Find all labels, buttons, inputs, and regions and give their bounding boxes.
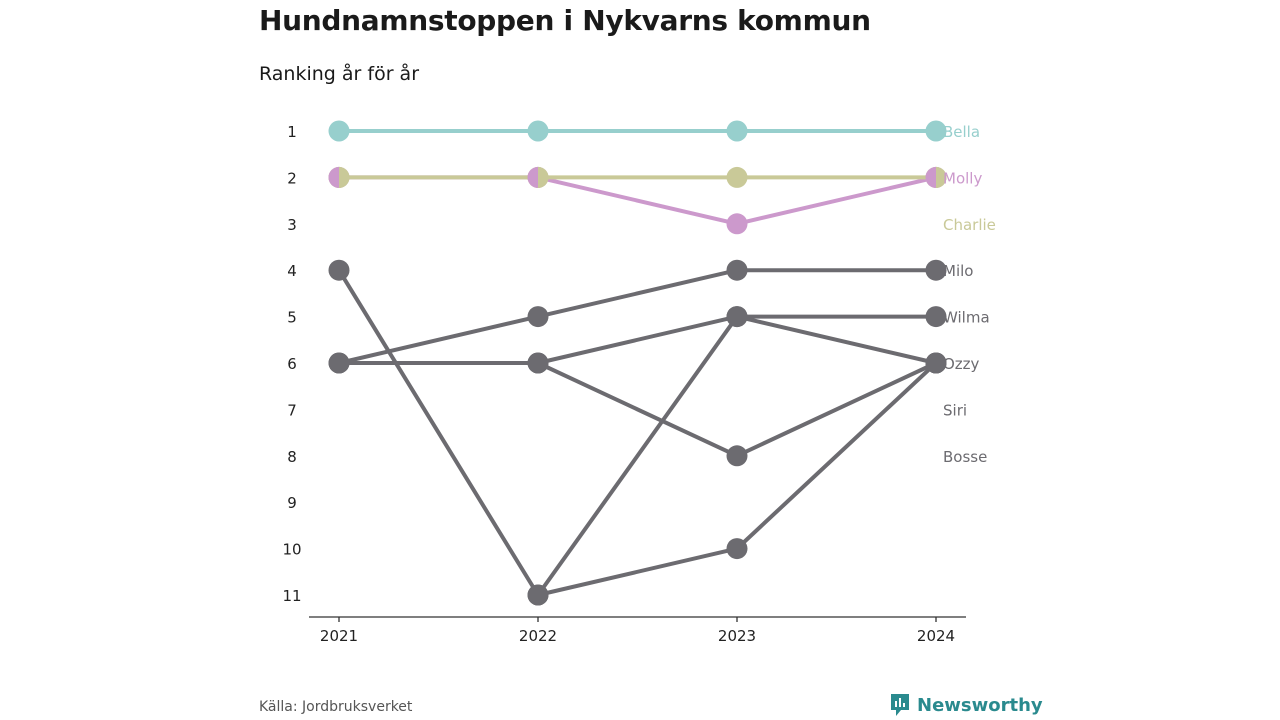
series-point-milo [925, 259, 947, 281]
series-line-wilma [337, 268, 540, 597]
x-tick-label: 2021 [320, 627, 358, 645]
y-tick-label: 3 [287, 216, 297, 234]
series-point-bosse [527, 584, 549, 606]
series-line-siri [735, 361, 938, 458]
y-tick-label: 8 [287, 448, 297, 466]
series-point-siri [527, 352, 549, 374]
x-tick-label: 2022 [519, 627, 557, 645]
x-tick-label: 2024 [917, 627, 955, 645]
series-label-bosse: Bosse [943, 448, 987, 466]
series-point-milo [527, 306, 549, 328]
y-tick-label: 10 [282, 541, 301, 559]
series-label-siri: Siri [943, 401, 967, 419]
series-point-charlie [726, 166, 748, 188]
series-label-wilma: Wilma [943, 309, 990, 327]
series-line-milo [536, 268, 739, 319]
series-label-charlie: Charlie [943, 216, 996, 234]
y-tick-label: 7 [287, 401, 297, 419]
series-point-molly-half [925, 166, 936, 188]
series-point-bosse [925, 352, 947, 374]
y-tick-label: 1 [287, 123, 297, 141]
series-point-charlie-half [538, 166, 549, 188]
series-point-wilma [925, 306, 947, 328]
series-point-ozzy [726, 306, 748, 328]
series-point-ozzy [328, 352, 350, 374]
series-line-bosse [536, 546, 739, 597]
series-point-molly-half [328, 166, 339, 188]
series-label-molly: Molly [943, 169, 982, 187]
y-tick-label: 2 [287, 169, 297, 187]
newsworthy-logo-icon [891, 694, 909, 716]
series-point-wilma [328, 259, 350, 281]
series-point-bosse [726, 538, 748, 560]
series-point-bella [726, 120, 748, 142]
series-point-charlie-half [936, 166, 947, 188]
series-line-molly [735, 175, 938, 226]
series-line-bosse [735, 361, 938, 551]
series-line-wilma [536, 314, 739, 597]
y-tick-label: 4 [287, 262, 297, 280]
series-line-ozzy [536, 314, 739, 365]
series-point-bella [527, 120, 549, 142]
y-tick-label: 11 [282, 587, 301, 605]
series-point-bella [925, 120, 947, 142]
series-point-molly-half [527, 166, 538, 188]
series-line-siri [536, 361, 739, 458]
y-tick-label: 5 [287, 309, 297, 327]
series-point-siri [726, 445, 748, 467]
source-note: Källa: Jordbruksverket [259, 699, 413, 715]
series-line-molly [536, 175, 739, 226]
series-line-milo [337, 314, 540, 365]
series-point-bella [328, 120, 350, 142]
chart-title: Hundnamnstoppen i Nykvarns kommun [259, 4, 871, 37]
series-line-ozzy [735, 314, 938, 365]
y-tick-label: 9 [287, 494, 297, 512]
brand-name: Newsworthy [917, 694, 1043, 716]
series-label-milo: Milo [943, 262, 973, 280]
series-point-milo [726, 259, 748, 281]
series-point-molly [726, 213, 748, 235]
series-label-bella: Bella [943, 123, 980, 141]
y-tick-label: 6 [287, 355, 297, 373]
series-point-charlie-half [339, 166, 350, 188]
series-label-ozzy: Ozzy [943, 355, 980, 373]
brand-logo[interactable]: Newsworthy [889, 692, 1043, 718]
chart-subtitle: Ranking år för år [259, 63, 420, 85]
x-tick-label: 2023 [718, 627, 756, 645]
